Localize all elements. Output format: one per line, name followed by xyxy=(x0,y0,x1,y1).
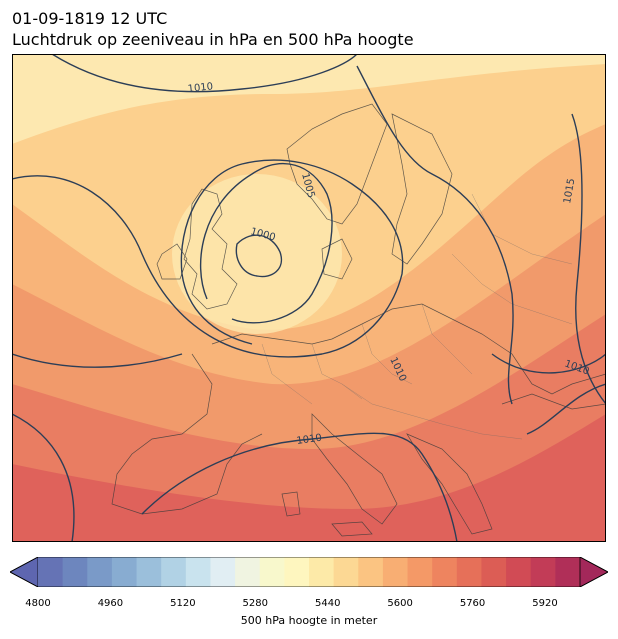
colorbar-swatch xyxy=(38,557,64,587)
colorbar-tick-label: 5760 xyxy=(459,598,486,609)
colorbar-swatch xyxy=(456,557,482,587)
colorbar-swatch xyxy=(111,557,138,587)
colorbar-swatch xyxy=(136,557,162,587)
colorbar-label: 500 hPa hoogte in meter xyxy=(240,614,378,627)
isobar-label: 1015 xyxy=(562,178,577,205)
colorbar-tick-label: 5120 xyxy=(170,598,196,609)
isobar-label: 1010 xyxy=(296,433,323,447)
colorbar-swatch xyxy=(284,557,310,587)
colorbar-swatch xyxy=(161,557,187,587)
isobars xyxy=(12,54,606,542)
colorbar-swatch xyxy=(210,557,236,587)
colorbar-swatch xyxy=(432,557,458,587)
colorbar-tick-label: 5280 xyxy=(242,598,269,609)
colorbar-extend-high xyxy=(579,557,608,587)
colorbar-swatch xyxy=(259,557,285,587)
colorbar-tick-label: 5440 xyxy=(314,598,341,609)
colorbar-swatch xyxy=(333,557,359,587)
colorbar-swatch xyxy=(62,557,88,587)
height-band xyxy=(12,314,606,542)
colorbar-swatch xyxy=(481,557,507,587)
colorbar-swatch xyxy=(185,557,211,587)
colorbar-tick-label: 4800 xyxy=(25,598,51,609)
colorbar-swatch xyxy=(530,557,556,587)
low-pressure-core xyxy=(172,174,342,334)
colorbar-swatch xyxy=(235,557,261,587)
colorbar-swatch xyxy=(506,557,532,587)
colorbar-swatch xyxy=(407,557,433,587)
colorbar-tick-label: 5920 xyxy=(532,598,558,609)
colorbar-tick-label: 5600 xyxy=(387,598,413,609)
map-title: Luchtdruk op zeeniveau in hPa en 500 hPa… xyxy=(12,30,414,49)
colorbar-swatch xyxy=(382,557,409,587)
colorbar-extend-low xyxy=(10,557,39,587)
colorbar xyxy=(10,557,608,587)
colorbar-swatch xyxy=(358,557,384,587)
isobar-label: 1010 xyxy=(187,81,213,95)
colorbar-swatch xyxy=(555,557,581,587)
weather-map: 1010 1005 1000 1015 1010 1010 1010 xyxy=(12,54,606,542)
colorbar-swatch xyxy=(87,557,113,587)
colorbar-tick-label: 4960 xyxy=(97,598,124,609)
colorbar-swatch xyxy=(309,557,335,587)
map-datetime: 01-09-1819 12 UTC xyxy=(12,9,168,28)
